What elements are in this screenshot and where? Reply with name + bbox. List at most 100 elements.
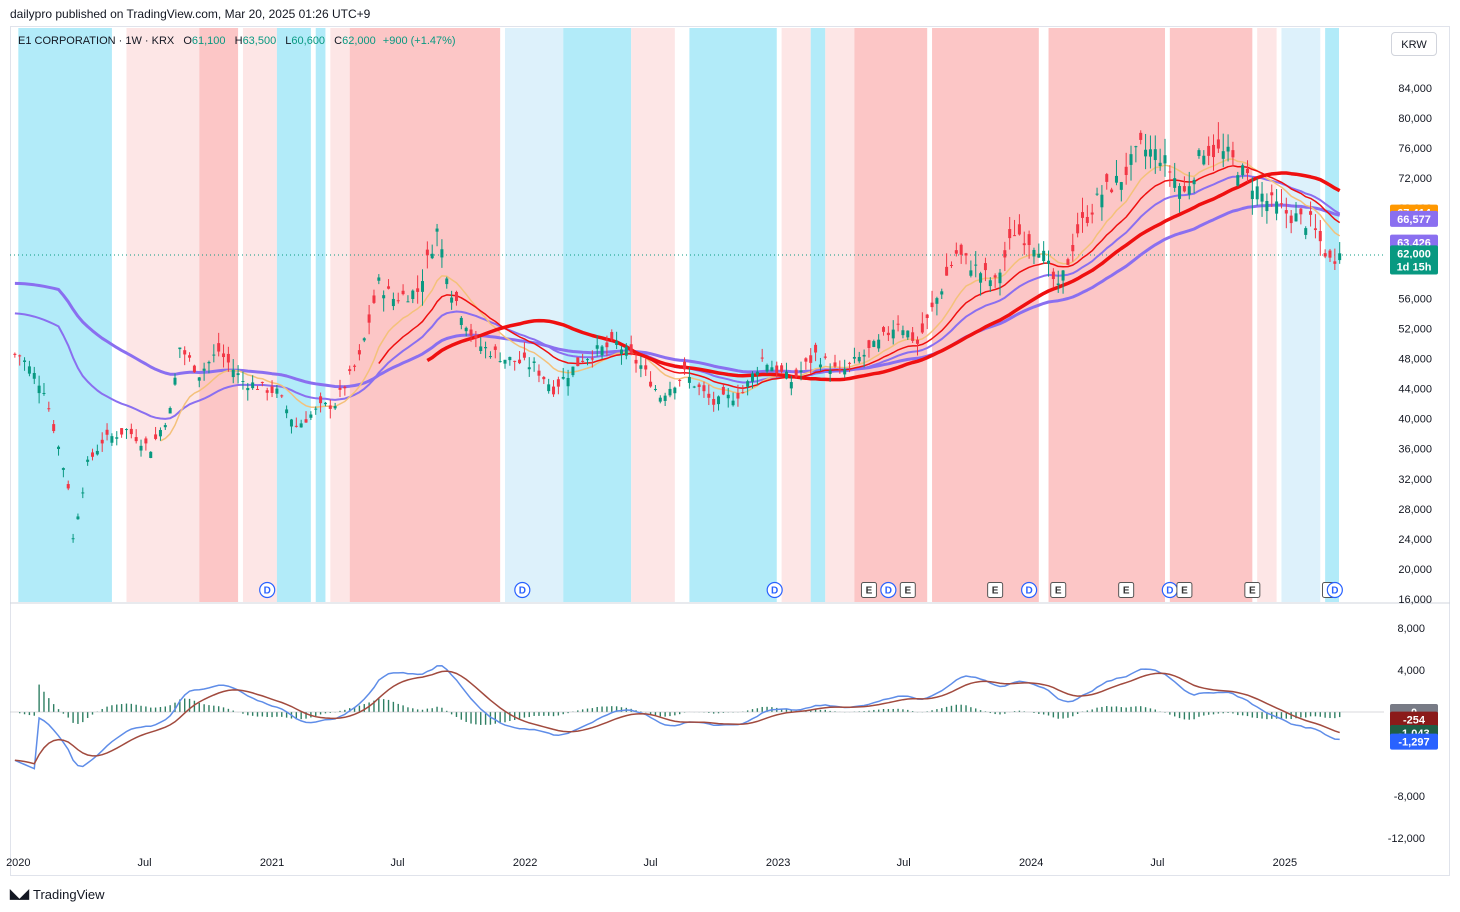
earnings-marker-box — [1176, 582, 1193, 598]
candle-body — [1071, 244, 1075, 252]
candle-body — [362, 338, 366, 341]
candle-body — [717, 396, 721, 405]
background-region-light_red — [126, 28, 142, 602]
candle-body — [1148, 149, 1152, 157]
candle-body — [469, 329, 473, 336]
candle-body — [1309, 211, 1313, 215]
candle-body — [134, 437, 138, 442]
earnings-marker-label: E — [904, 586, 911, 597]
candle-body — [721, 386, 725, 395]
candle-body — [488, 356, 492, 358]
earnings-marker[interactable]: E — [1118, 582, 1135, 598]
earnings-marker[interactable]: E — [860, 582, 877, 598]
dividend-marker[interactable]: D — [1021, 581, 1038, 599]
candle-body — [396, 300, 400, 302]
background-region-light_blue — [1281, 28, 1321, 602]
candle-body — [445, 278, 449, 285]
candle-body — [566, 377, 570, 387]
candle-body — [222, 353, 226, 358]
candle-body — [595, 345, 599, 349]
candle-body — [896, 323, 900, 325]
candle-body — [789, 382, 793, 389]
dividend-marker[interactable]: D — [259, 581, 276, 599]
earnings-marker[interactable]: E — [1050, 582, 1067, 598]
candle-body — [1289, 215, 1293, 224]
earnings-marker-box — [987, 582, 1004, 598]
candle-body — [1163, 155, 1167, 164]
event-markers[interactable]: DDDEDEEDEEDEEED — [259, 581, 1343, 599]
candle-body — [1008, 229, 1012, 239]
candle-body — [1042, 250, 1046, 262]
candle-body — [192, 365, 196, 373]
candle-body — [343, 386, 347, 389]
dividend-marker[interactable]: D — [1326, 581, 1343, 599]
candle-body — [629, 344, 633, 353]
macd-axis-tick: 8,000 — [1397, 623, 1425, 635]
background-region-red — [199, 28, 239, 602]
earnings-marker[interactable]: E — [987, 582, 1004, 598]
macd-badge-label: -254 — [1403, 715, 1426, 727]
price-badge-label: 66,577 — [1397, 214, 1431, 226]
earnings-marker-box — [1118, 582, 1135, 598]
macd-badge-label: -1,297 — [1398, 737, 1429, 749]
price-axis-tick: 28,000 — [1398, 504, 1432, 516]
candle-body — [270, 386, 274, 393]
candle-body — [202, 368, 206, 371]
candle-body — [678, 379, 682, 381]
currency-button[interactable]: KRW — [1391, 32, 1437, 56]
candle-body — [882, 327, 886, 332]
candle-body — [954, 250, 958, 254]
candle-body — [1236, 175, 1240, 186]
background-region-light_red — [825, 28, 855, 602]
candle-body — [784, 371, 788, 379]
earnings-marker[interactable]: E — [1176, 582, 1193, 598]
candle-body — [833, 362, 837, 367]
earnings-marker[interactable]: E — [1244, 582, 1261, 598]
dividend-marker[interactable]: D — [514, 581, 531, 599]
dividend-marker-label: D — [264, 586, 271, 597]
candle-body — [1221, 151, 1225, 159]
candle-body — [285, 409, 289, 414]
candle-body — [1110, 189, 1114, 193]
candle-body — [1124, 166, 1128, 176]
candle-body — [542, 376, 546, 380]
earnings-marker[interactable]: E — [899, 582, 916, 598]
open-label: O — [183, 35, 192, 47]
candle-body — [1279, 203, 1283, 205]
candle-body — [988, 280, 992, 287]
candle-body — [440, 249, 444, 258]
candle-body — [746, 381, 750, 387]
candle-body — [231, 369, 235, 378]
candle-body — [81, 492, 85, 494]
candle-body — [1032, 249, 1036, 257]
time-axis-tick: 2023 — [766, 857, 790, 869]
candle-body — [1241, 165, 1245, 176]
candle-body — [1197, 150, 1201, 157]
candle-body — [47, 408, 51, 410]
earnings-marker-label: E — [866, 586, 873, 597]
background-region-blue — [276, 28, 311, 602]
candle-body — [925, 314, 929, 319]
candle-body — [275, 388, 279, 394]
candle-body — [18, 355, 22, 357]
candle-body — [843, 368, 847, 375]
symbol-legend: E1 CORPORATION · 1W · KRX O61,100 H63,50… — [18, 35, 456, 47]
candle-body — [1090, 212, 1094, 215]
candle-body — [1100, 194, 1104, 208]
candle-body — [304, 419, 308, 423]
tradingview-logo[interactable]: ◣◢ TradingView — [10, 886, 105, 902]
dividend-marker[interactable]: D — [880, 581, 897, 599]
candle-body — [37, 385, 41, 394]
background-region-light_red — [141, 28, 200, 602]
candle-body — [1182, 186, 1186, 192]
dividend-marker[interactable]: D — [766, 581, 783, 599]
background-region-blue — [810, 28, 826, 602]
candle-body — [1255, 186, 1259, 200]
dividend-marker-circle — [766, 581, 783, 599]
candle-body — [377, 277, 381, 281]
dividend-marker[interactable]: D — [1161, 581, 1178, 599]
candle-body — [333, 406, 337, 409]
price-axis-tick: 36,000 — [1398, 444, 1432, 456]
candle-body — [1187, 186, 1191, 195]
